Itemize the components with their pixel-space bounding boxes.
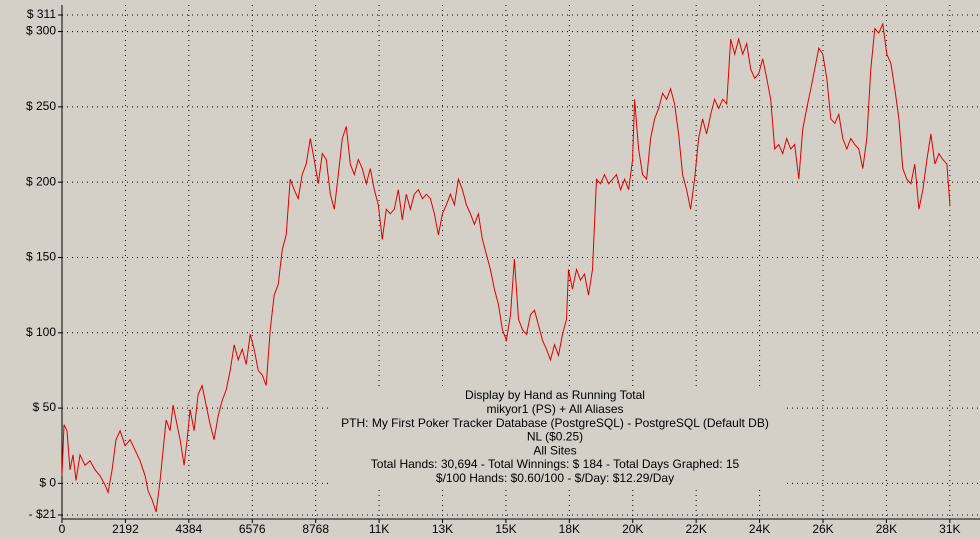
x-tick-label: 18K (559, 522, 580, 536)
info-line: Total Hands: 30,694 - Total Winnings: $ … (371, 457, 740, 471)
x-tick-label: 6576 (239, 522, 266, 536)
x-tick-label: 20K (622, 522, 643, 536)
x-tick-label: 4384 (175, 522, 202, 536)
y-tick-label: $ 100 (26, 325, 56, 339)
info-line: mikyor1 (PS) + All Aliases (486, 402, 623, 416)
info-line: NL ($0.25) (527, 430, 583, 444)
info-line: All Sites (533, 443, 576, 457)
info-line: PTH: My First Poker Tracker Database (Po… (341, 416, 769, 430)
x-tick-label: 13K (432, 522, 453, 536)
y-tick-label: $ 50 (33, 400, 57, 414)
x-tick-label: 22K (685, 522, 706, 536)
y-tick-label: $ 300 (26, 24, 56, 38)
y-tick-label: $ 150 (26, 250, 56, 264)
y-tick-label: $ 311 (27, 7, 56, 21)
x-tick-label: 8768 (302, 522, 329, 536)
x-tick-label: 2192 (112, 522, 139, 536)
info-line: Display by Hand as Running Total (465, 388, 645, 402)
y-tick-label: $ 250 (26, 99, 56, 113)
x-tick-label: 28K (876, 522, 897, 536)
y-tick-label: $ 0 (39, 476, 56, 490)
series-line (61, 22, 951, 513)
x-tick-label: 31K (939, 522, 960, 536)
x-tick-label: 24K (749, 522, 770, 536)
y-tick-label: - $21 (29, 507, 57, 521)
x-tick-label: 0 (59, 522, 66, 536)
info-line: $/100 Hands: $0.60/100 - $/Day: $12.29/D… (436, 471, 674, 485)
y-tick-label: $ 200 (26, 174, 56, 188)
info-box (330, 387, 785, 488)
x-tick-label: 11K (369, 522, 389, 536)
x-tick-label: 15K (495, 522, 516, 536)
x-tick-label: 26K (812, 522, 833, 536)
